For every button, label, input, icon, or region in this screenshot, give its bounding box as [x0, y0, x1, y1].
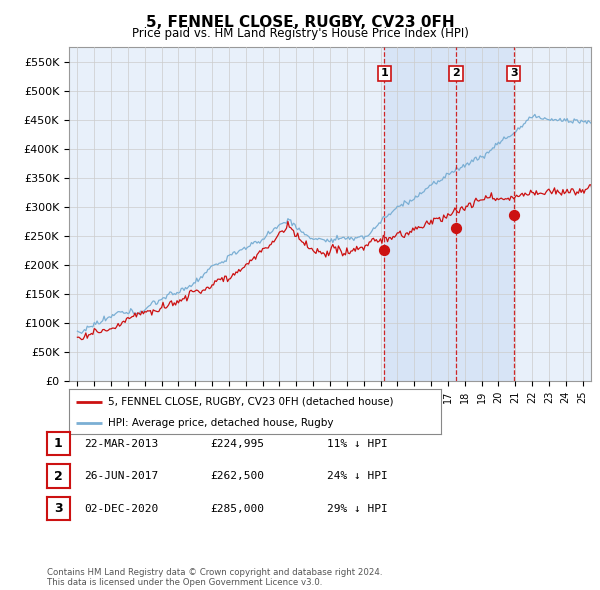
Bar	[384, 47, 514, 381]
Text: 1: 1	[54, 437, 62, 450]
Text: 1: 1	[380, 68, 388, 78]
Text: £262,500: £262,500	[210, 471, 264, 481]
Point	[509, 211, 518, 220]
Text: 02-DEC-2020: 02-DEC-2020	[84, 504, 158, 513]
Text: 5, FENNEL CLOSE, RUGBY, CV23 0FH (detached house): 5, FENNEL CLOSE, RUGBY, CV23 0FH (detach…	[108, 397, 394, 407]
Text: 5, FENNEL CLOSE, RUGBY, CV23 0FH: 5, FENNEL CLOSE, RUGBY, CV23 0FH	[146, 15, 454, 30]
Text: £285,000: £285,000	[210, 504, 264, 513]
Point	[379, 245, 389, 255]
Point	[451, 224, 461, 233]
Text: £224,995: £224,995	[210, 439, 264, 448]
Text: 29% ↓ HPI: 29% ↓ HPI	[327, 504, 388, 513]
Text: 11% ↓ HPI: 11% ↓ HPI	[327, 439, 388, 448]
Text: HPI: Average price, detached house, Rugby: HPI: Average price, detached house, Rugb…	[108, 418, 334, 428]
Text: 26-JUN-2017: 26-JUN-2017	[84, 471, 158, 481]
Text: Contains HM Land Registry data © Crown copyright and database right 2024.
This d: Contains HM Land Registry data © Crown c…	[47, 568, 382, 587]
Text: 24% ↓ HPI: 24% ↓ HPI	[327, 471, 388, 481]
Text: 2: 2	[452, 68, 460, 78]
Text: 2: 2	[54, 470, 62, 483]
Text: 22-MAR-2013: 22-MAR-2013	[84, 439, 158, 448]
Text: 3: 3	[510, 68, 518, 78]
Text: 3: 3	[54, 502, 62, 515]
Text: Price paid vs. HM Land Registry's House Price Index (HPI): Price paid vs. HM Land Registry's House …	[131, 27, 469, 40]
